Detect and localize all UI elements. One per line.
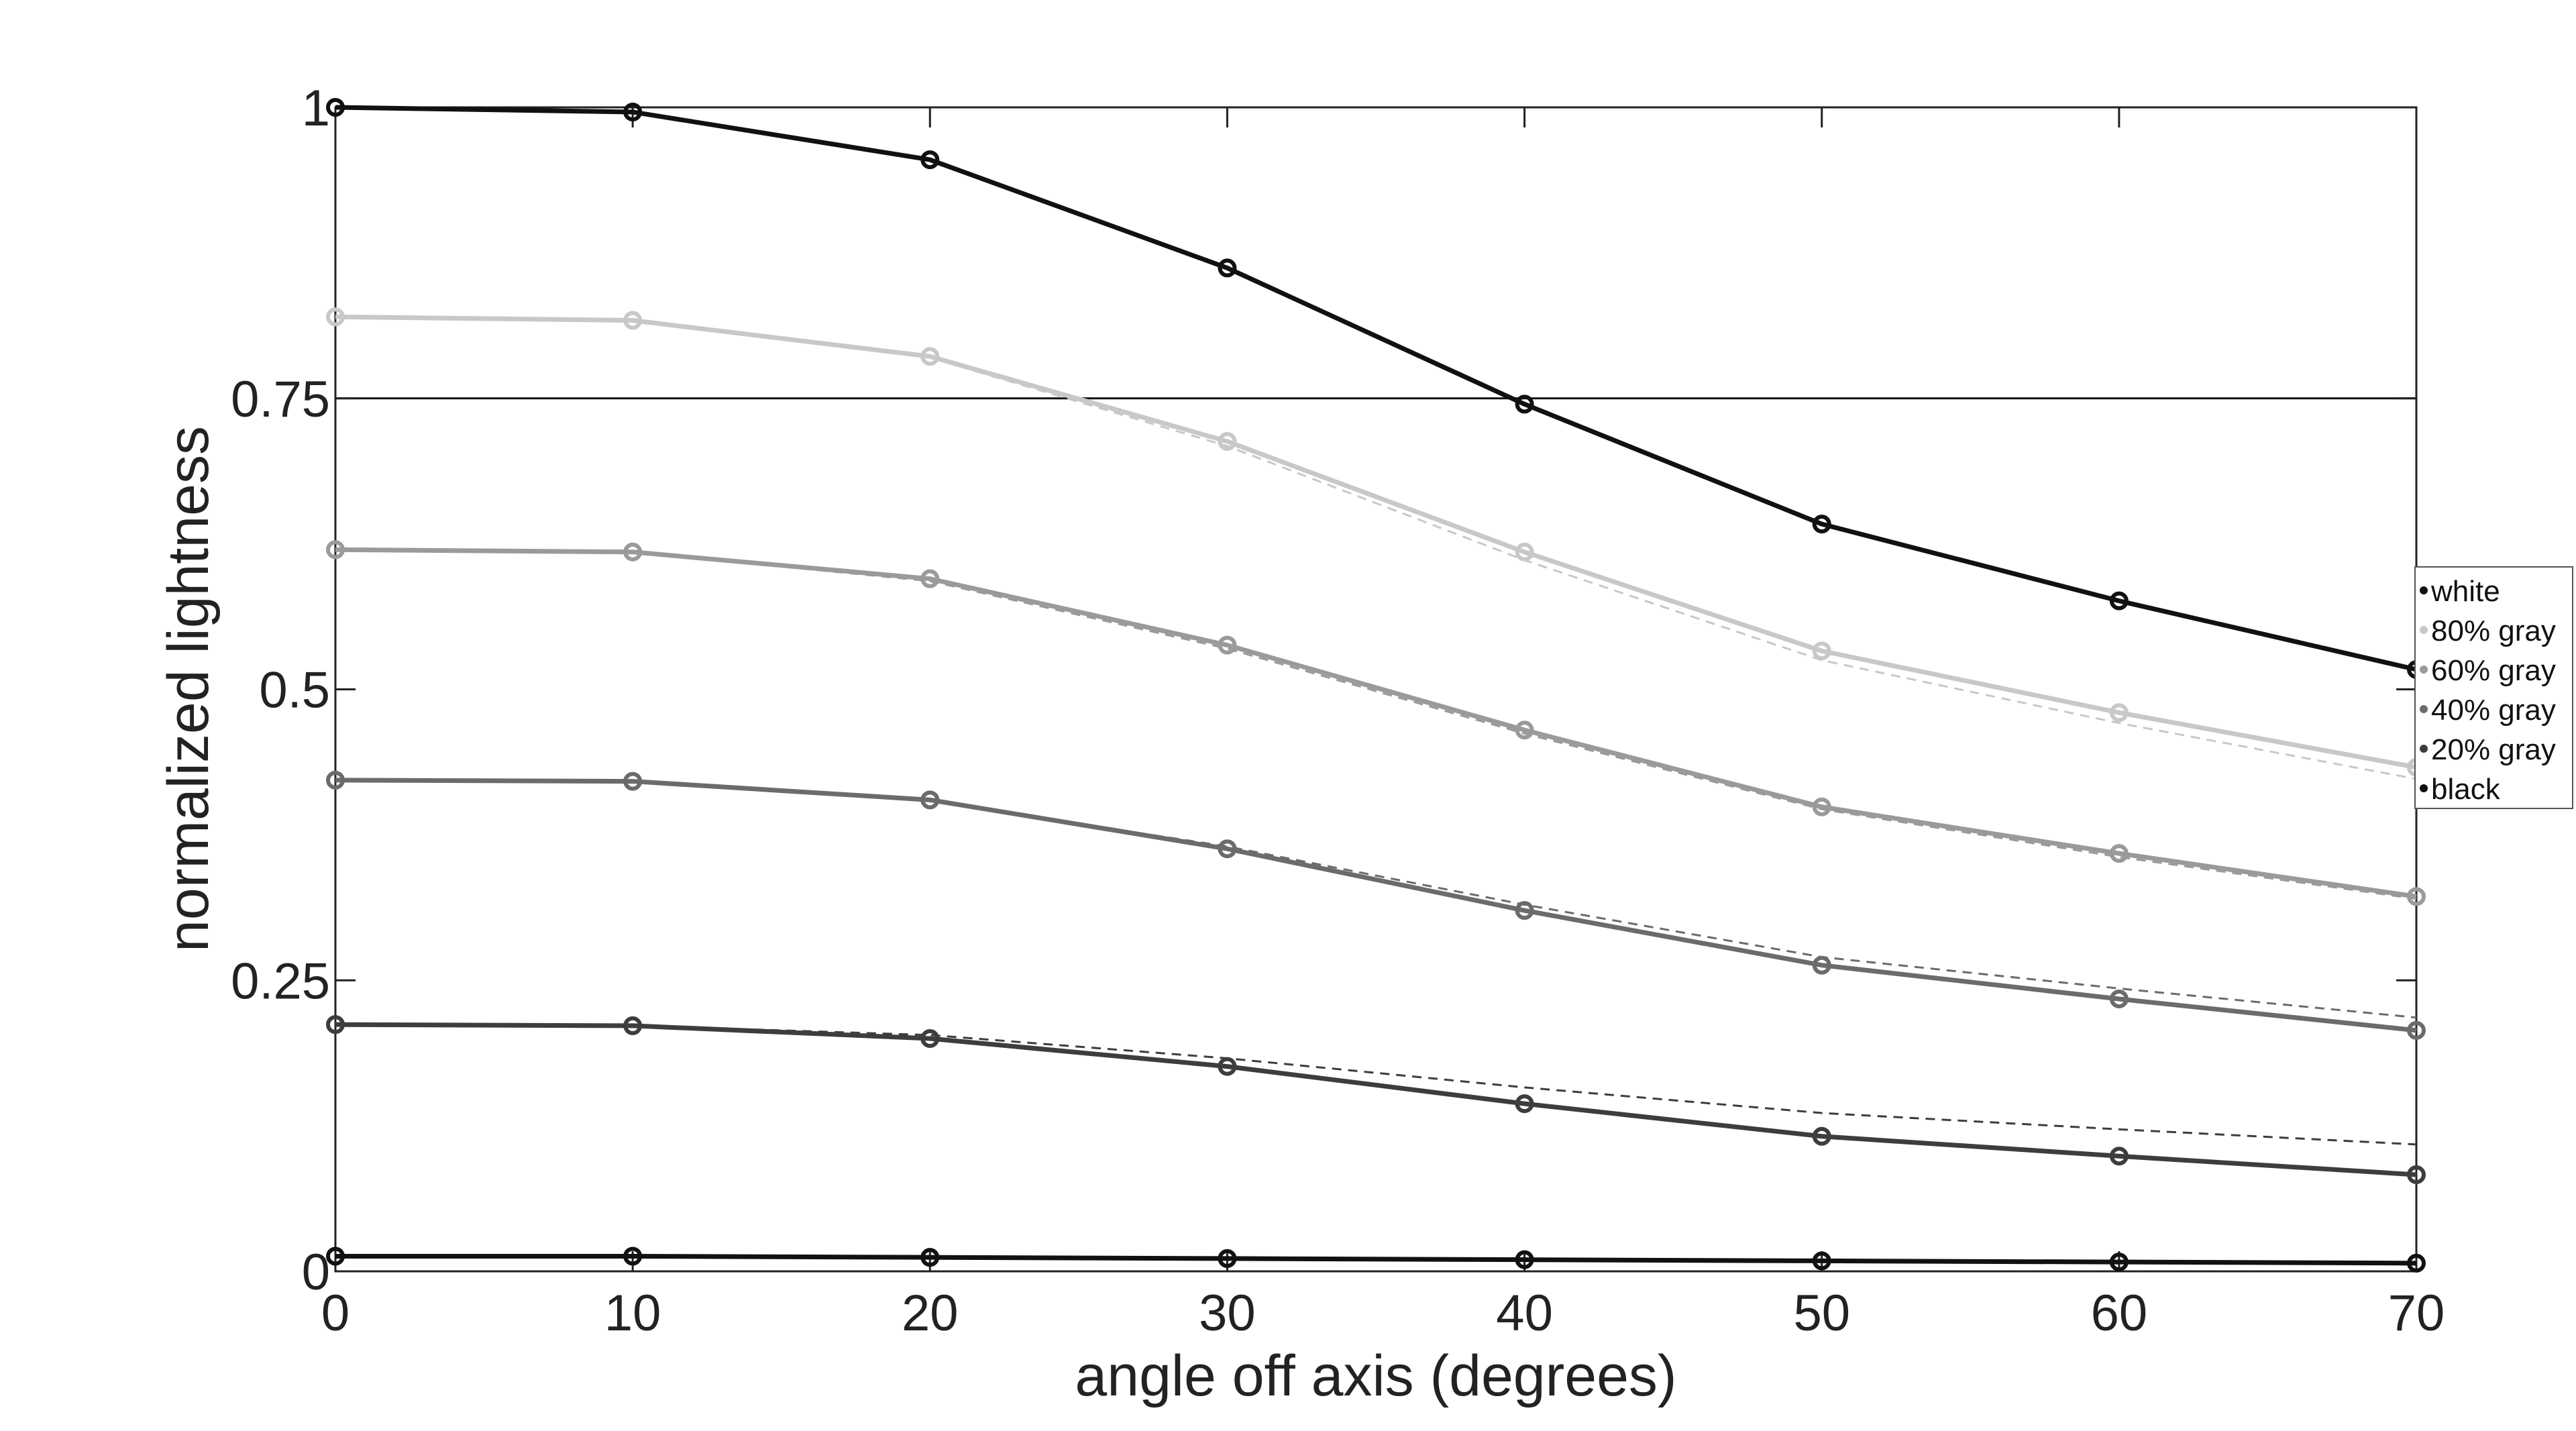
data-point-0-5 xyxy=(1812,515,1831,534)
data-point-2-3 xyxy=(1218,635,1237,655)
y-tick-label: 1 xyxy=(302,80,330,137)
data-point-4-3 xyxy=(1218,1057,1237,1076)
data-point-4-6 xyxy=(2109,1147,2129,1166)
y-axis-title: normalized lightness xyxy=(156,426,221,952)
x-tick-label: 50 xyxy=(1793,1285,1850,1342)
x-tick-label: 40 xyxy=(1496,1285,1553,1342)
series-line-4 xyxy=(335,1022,2417,1177)
data-point-1-4 xyxy=(1515,542,1534,562)
series-line-1 xyxy=(335,314,2417,770)
legend-label-4: 20% gray xyxy=(2431,733,2556,766)
legend-marker-0 xyxy=(2420,586,2428,594)
data-point-2-7 xyxy=(2407,887,2426,906)
legend-label-1: 80% gray xyxy=(2431,615,2556,647)
legend-box xyxy=(2414,566,2573,809)
data-point-2-5 xyxy=(1812,797,1831,816)
data-point-0-3 xyxy=(1218,258,1237,278)
data-point-4-7 xyxy=(2407,1165,2426,1184)
x-tick-label: 60 xyxy=(2091,1285,2148,1342)
data-point-0-6 xyxy=(2109,591,2129,611)
data-point-5-6 xyxy=(2109,1253,2129,1272)
data-point-1-6 xyxy=(2109,703,2129,723)
series-lines-layer xyxy=(335,105,2417,1266)
x-tick-labels: 0 10 20 30 40 50 60 70 xyxy=(321,1285,2445,1342)
legend-marker-4 xyxy=(2420,745,2428,753)
data-point-5-3 xyxy=(1218,1249,1237,1268)
legend-label-3: 40% gray xyxy=(2431,694,2556,727)
series-line-2 xyxy=(335,547,2417,899)
data-point-5-1 xyxy=(623,1247,643,1266)
series-line-0 xyxy=(335,105,2417,672)
data-point-4-4 xyxy=(1515,1094,1534,1114)
data-point-3-6 xyxy=(2109,990,2129,1009)
x-tick-label: 70 xyxy=(2388,1285,2445,1342)
data-point-0-0 xyxy=(326,98,345,117)
data-point-4-0 xyxy=(326,1015,345,1035)
y-tick-label: 0.25 xyxy=(231,953,330,1010)
data-point-4-5 xyxy=(1812,1126,1831,1146)
data-point-2-6 xyxy=(2109,844,2129,863)
data-point-1-2 xyxy=(920,347,940,366)
data-point-2-2 xyxy=(920,569,940,588)
x-tick-label: 0 xyxy=(321,1285,350,1342)
data-point-2-0 xyxy=(326,540,345,560)
data-point-2-4 xyxy=(1515,721,1534,740)
series-line-5 xyxy=(335,1253,2417,1266)
legend-marker-3 xyxy=(2420,705,2428,713)
data-point-0-4 xyxy=(1515,394,1534,414)
y-tick-label: 0.75 xyxy=(231,371,330,428)
data-point-4-2 xyxy=(920,1029,940,1048)
legend-marker-5 xyxy=(2420,784,2428,792)
data-point-1-1 xyxy=(623,311,643,330)
legend: white 80% gray 60% gray 40% gray 20% gray bla… xyxy=(2414,566,2573,809)
data-point-0-1 xyxy=(623,102,643,121)
legend-label-5: black xyxy=(2431,773,2501,806)
x-tick-label: 20 xyxy=(902,1285,959,1342)
x-axis-title: angle off axis (degrees) xyxy=(1075,1344,1676,1408)
data-point-3-0 xyxy=(326,770,345,790)
data-point-1-3 xyxy=(1218,431,1237,451)
data-point-1-0 xyxy=(326,307,345,327)
y-tick-label: 0 xyxy=(302,1244,330,1301)
data-point-3-2 xyxy=(920,790,940,810)
data-point-1-5 xyxy=(1812,641,1831,661)
data-point-5-4 xyxy=(1515,1250,1534,1269)
data-point-5-5 xyxy=(1812,1251,1831,1271)
data-point-5-2 xyxy=(920,1248,940,1267)
data-point-2-1 xyxy=(623,542,643,562)
data-point-5-0 xyxy=(326,1247,345,1266)
legend-label-2: 60% gray xyxy=(2431,654,2556,687)
y-tick-label: 0.5 xyxy=(259,662,330,719)
series-line-3 xyxy=(335,778,2417,1033)
data-point-3-7 xyxy=(2407,1020,2426,1040)
data-point-3-3 xyxy=(1218,839,1237,859)
x-tick-label: 10 xyxy=(604,1285,661,1342)
data-point-3-1 xyxy=(623,772,643,791)
legend-marker-2 xyxy=(2420,666,2428,674)
legend-label-0: white xyxy=(2430,575,2500,608)
legend-marker-1 xyxy=(2420,626,2428,634)
data-point-0-2 xyxy=(920,150,940,170)
data-point-3-4 xyxy=(1515,901,1534,920)
x-tick-label: 30 xyxy=(1199,1285,1256,1342)
data-point-3-5 xyxy=(1812,955,1831,975)
data-point-5-7 xyxy=(2407,1253,2426,1273)
data-point-4-1 xyxy=(623,1016,643,1035)
y-tick-labels: 0 0.25 0.5 0.75 1 xyxy=(231,80,330,1301)
